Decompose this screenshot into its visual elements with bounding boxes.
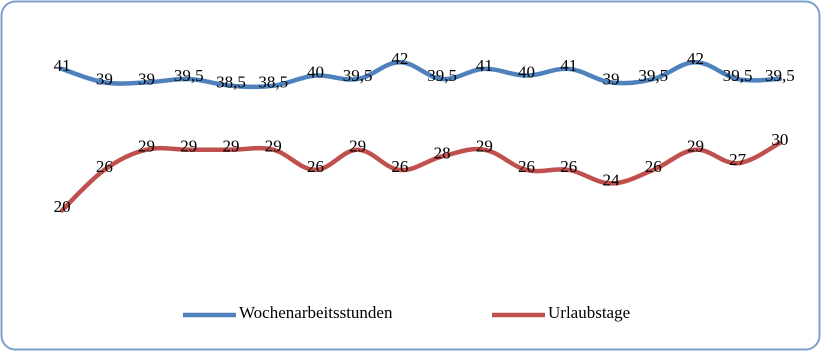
data-label: 28	[434, 143, 451, 162]
data-label: 29	[138, 137, 155, 156]
data-label: 29	[180, 137, 197, 156]
data-label: 39,5	[427, 66, 457, 85]
data-label: 29	[476, 137, 493, 156]
data-label: 39	[138, 69, 155, 88]
data-label: 20	[54, 197, 71, 216]
data-label: 26	[645, 157, 662, 176]
data-label: 26	[560, 157, 577, 176]
data-label: 39,5	[638, 66, 668, 85]
data-label: 24	[603, 170, 621, 189]
data-label: 39,5	[174, 66, 204, 85]
data-label: 41	[54, 56, 71, 75]
data-label: 30	[771, 130, 788, 149]
data-label: 42	[391, 49, 408, 68]
data-label: 39,5	[765, 66, 795, 85]
legend-label: Urlaubstage	[548, 303, 630, 322]
data-label: 39	[603, 69, 620, 88]
data-label: 39,5	[723, 66, 753, 85]
data-label: 29	[349, 137, 366, 156]
data-label: 39,5	[343, 66, 373, 85]
data-label: 41	[476, 56, 493, 75]
data-label: 39	[96, 69, 113, 88]
data-label: 40	[307, 63, 324, 82]
data-label: 29	[687, 137, 704, 156]
data-label: 26	[518, 157, 535, 176]
data-label: 26	[307, 157, 324, 176]
data-label: 29	[265, 137, 282, 156]
legend-label: Wochenarbeitsstunden	[239, 303, 393, 322]
data-label: 38,5	[216, 73, 246, 92]
data-label: 26	[391, 157, 408, 176]
data-label: 26	[96, 157, 113, 176]
series-line	[59, 140, 783, 213]
data-label: 42	[687, 49, 704, 68]
data-label: 40	[518, 63, 535, 82]
series-line	[59, 59, 783, 90]
data-label: 38,5	[258, 73, 288, 92]
data-label: 27	[729, 150, 747, 169]
data-label: 29	[223, 137, 240, 156]
data-label: 41	[560, 56, 577, 75]
